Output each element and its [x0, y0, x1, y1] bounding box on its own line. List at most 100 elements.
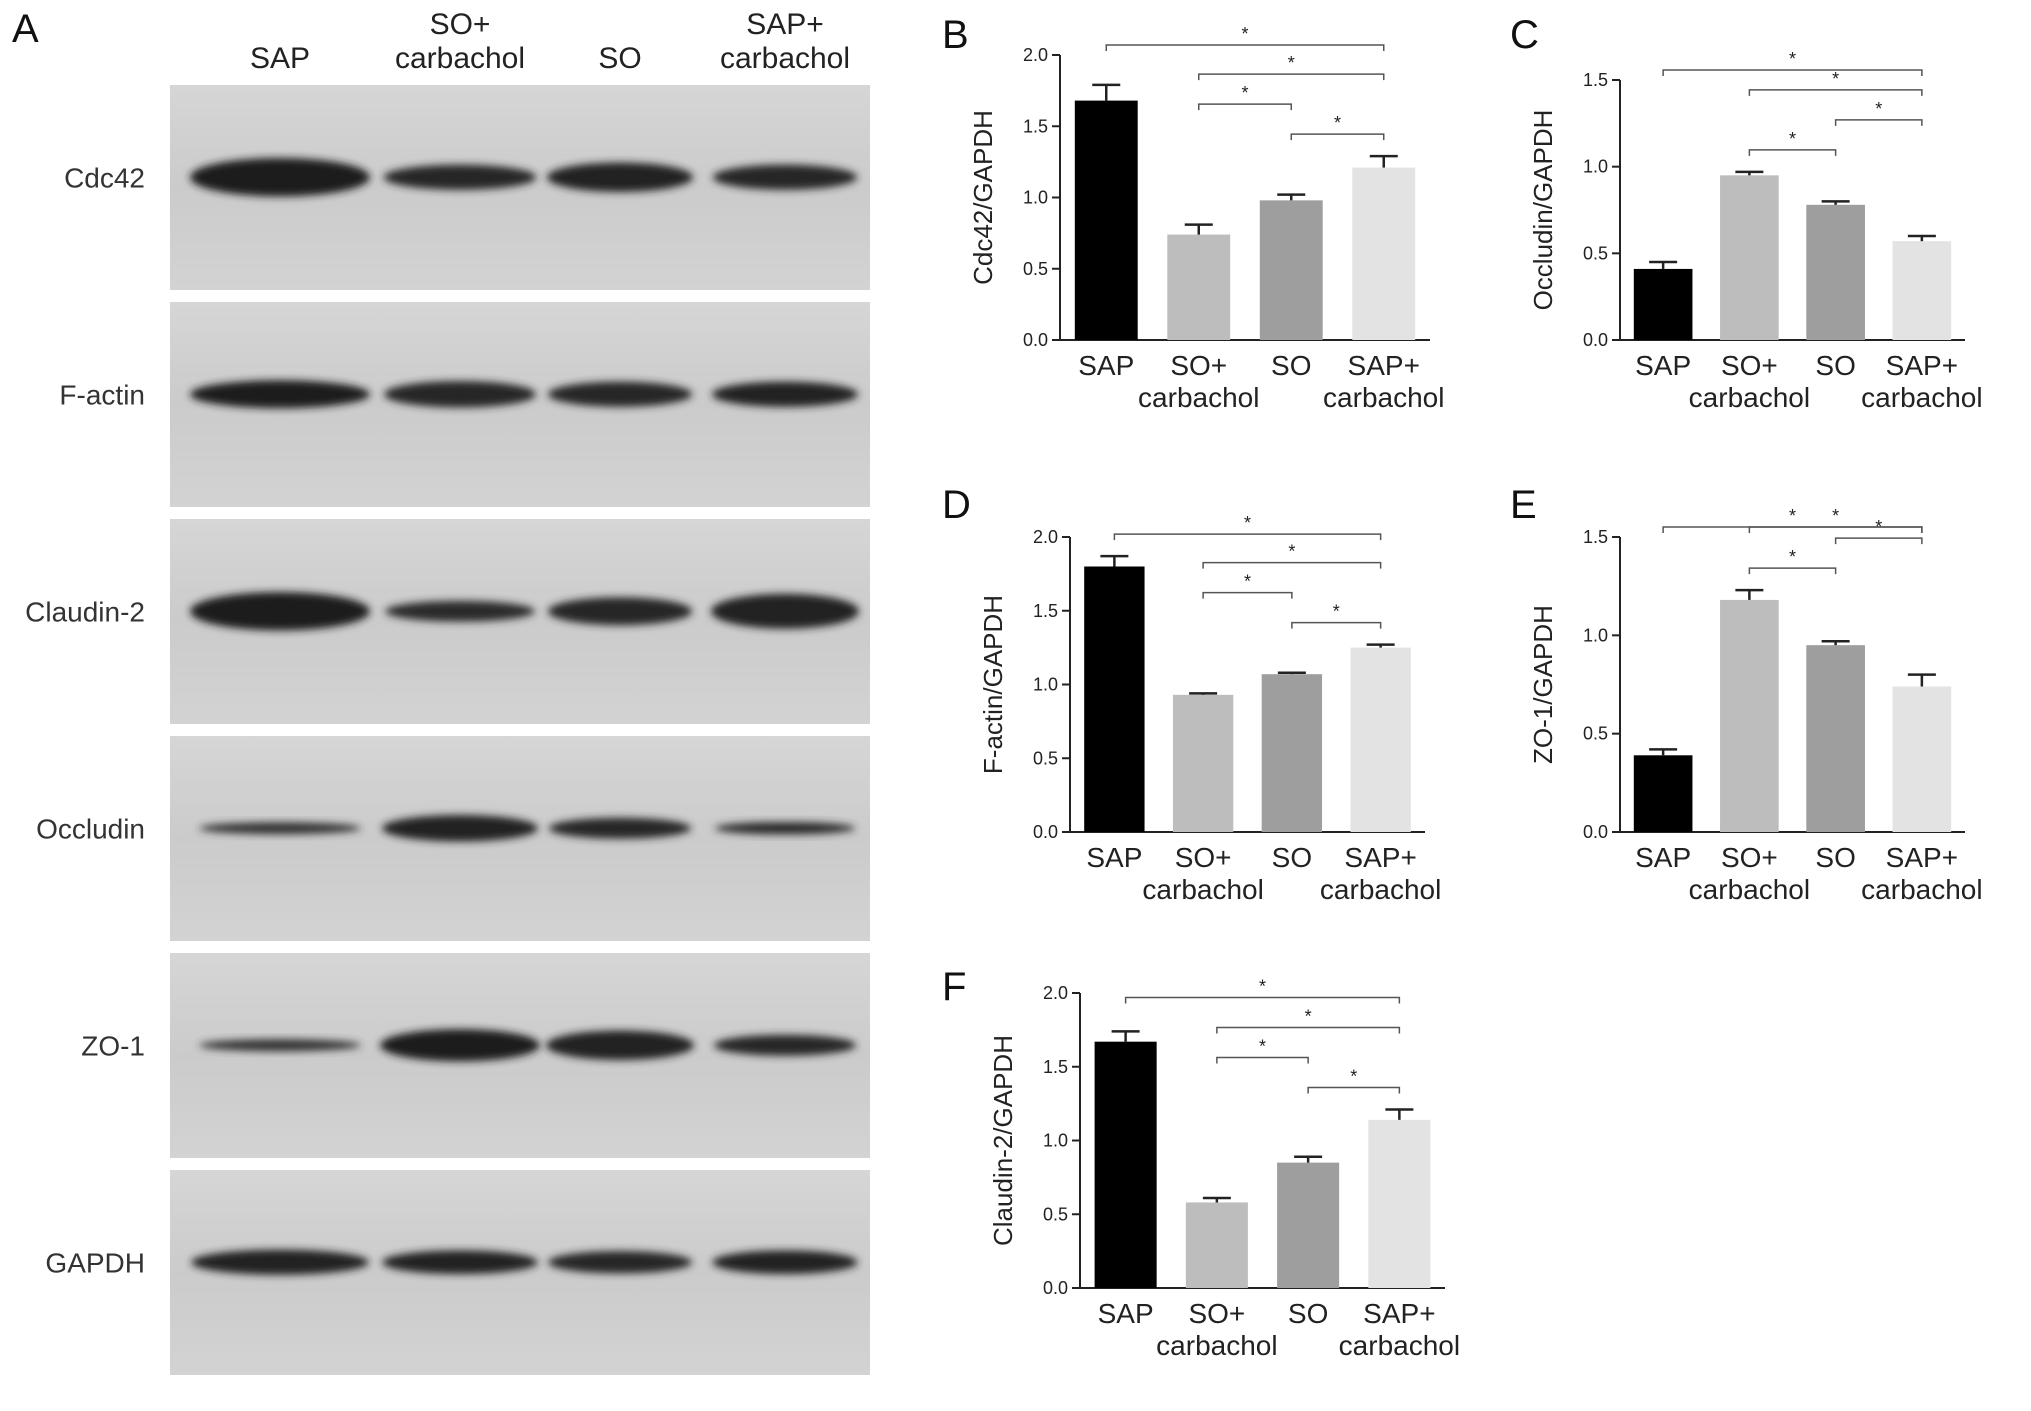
x-category-label: SO	[1815, 350, 1855, 381]
bar	[1277, 1162, 1340, 1288]
y-axis-title: Occludin/GAPDH	[1528, 110, 1558, 311]
significance-star: *	[1350, 1067, 1357, 1087]
y-tick-label: 0.5	[1023, 259, 1048, 279]
x-category-label: SO	[1288, 1298, 1328, 1329]
x-category-line: SO+	[1721, 842, 1778, 873]
blot-band	[546, 162, 694, 192]
lane-label-line: SAP	[250, 42, 310, 75]
significance-bracket	[1748, 149, 1837, 156]
y-axis-title: ZO-1/GAPDH	[1528, 605, 1558, 764]
significance-star: *	[1789, 49, 1796, 69]
y-tick-label: 2.0	[1033, 527, 1058, 547]
y-tick-label: 2.0	[1023, 45, 1048, 65]
x-category-line: carbachol	[1689, 382, 1810, 413]
significance-star: *	[1241, 24, 1248, 44]
x-category-label: SAP	[1635, 350, 1691, 381]
significance-star: *	[1334, 113, 1341, 133]
bar	[1261, 674, 1323, 832]
significance-bracket	[1202, 591, 1293, 599]
blot-band	[714, 821, 856, 835]
significance-star: *	[1832, 69, 1839, 89]
x-category-label: SO+ carbachol	[1156, 1298, 1277, 1361]
lane-label: SAP	[250, 42, 310, 75]
x-category-line: SAP	[1635, 350, 1691, 381]
significance-bracket	[1834, 537, 1923, 545]
panel-letter: B	[942, 13, 969, 57]
x-category-label: SAP	[1078, 350, 1134, 381]
lane-label-line: SAP+	[746, 8, 824, 41]
x-category-line: carbachol	[1156, 1330, 1277, 1361]
x-category-label: SAP	[1086, 842, 1142, 873]
x-category-line: carbachol	[1689, 874, 1810, 905]
significance-bracket	[1291, 621, 1382, 629]
blot-band	[547, 597, 693, 626]
blot-membrane	[170, 736, 870, 941]
blot-band	[382, 814, 538, 842]
panel-letter: F	[942, 965, 966, 1009]
panel-letter: D	[942, 483, 971, 527]
lane-label: SAP+ carbachol	[720, 8, 850, 75]
y-tick-label: 0.0	[1023, 330, 1048, 350]
x-category-line: SAP+	[1348, 350, 1420, 381]
bar	[1633, 268, 1693, 340]
x-category-line: SO	[1271, 350, 1311, 381]
blot-band	[199, 1039, 361, 1052]
x-category-line: SAP	[1098, 1298, 1154, 1329]
bar	[1084, 566, 1145, 832]
lane-label-line: carbachol	[395, 42, 525, 75]
blot-row-label: ZO-1	[81, 1030, 145, 1061]
blot-row-label: GAPDH	[45, 1247, 145, 1278]
blot-band	[548, 817, 692, 839]
x-category-label: SAP+ carbachol	[1861, 350, 1982, 413]
significance-star: *	[1244, 513, 1251, 533]
lane-label-line: SO+	[430, 8, 491, 41]
significance-bracket	[1748, 89, 1923, 96]
x-category-line: SAP	[1078, 350, 1134, 381]
bar	[1350, 647, 1411, 832]
x-category-line: carbachol	[1861, 874, 1982, 905]
x-category-line: SAP	[1086, 842, 1142, 873]
significance-star: *	[1259, 1037, 1266, 1057]
x-category-line: SAP	[1635, 842, 1691, 873]
significance-bracket	[1662, 526, 1923, 533]
blot-row-label: F-actin	[59, 379, 145, 410]
bar	[1892, 686, 1952, 832]
panel-letter: C	[1510, 13, 1539, 57]
x-category-label: SO	[1272, 842, 1312, 873]
y-tick-label: 0.5	[1033, 748, 1058, 768]
significance-bracket	[1290, 133, 1385, 141]
significance-star: *	[1241, 83, 1248, 103]
x-category-line: carbachol	[1861, 382, 1982, 413]
blot-band	[380, 1029, 540, 1062]
blot-band	[545, 1030, 695, 1060]
significance-star: *	[1288, 53, 1295, 73]
blot-band	[385, 600, 535, 622]
significance-star: *	[1789, 506, 1796, 526]
x-category-label: SO+ carbachol	[1689, 350, 1810, 413]
y-tick-label: 1.5	[1583, 527, 1608, 547]
bar	[1094, 1041, 1157, 1288]
y-tick-label: 1.0	[1583, 157, 1608, 177]
x-category-label: SO+ carbachol	[1142, 842, 1263, 905]
significance-bracket	[1113, 533, 1382, 541]
blot-band	[382, 1250, 538, 1275]
x-category-line: SAP+	[1363, 1298, 1435, 1329]
y-tick-label: 2.0	[1043, 983, 1068, 1003]
significance-star: *	[1305, 1007, 1312, 1027]
bar	[1172, 694, 1234, 832]
y-tick-label: 0.0	[1583, 330, 1608, 350]
x-category-line: SO+	[1175, 842, 1232, 873]
x-category-line: carbachol	[1320, 874, 1441, 905]
x-category-label: SAP	[1098, 1298, 1154, 1329]
blot-row-label: Occludin	[36, 813, 145, 844]
significance-star: *	[1288, 542, 1295, 562]
blot-band	[190, 380, 370, 409]
y-tick-label: 0.0	[1043, 1278, 1068, 1298]
x-category-line: SO+	[1188, 1298, 1245, 1329]
significance-star: *	[1333, 602, 1340, 622]
